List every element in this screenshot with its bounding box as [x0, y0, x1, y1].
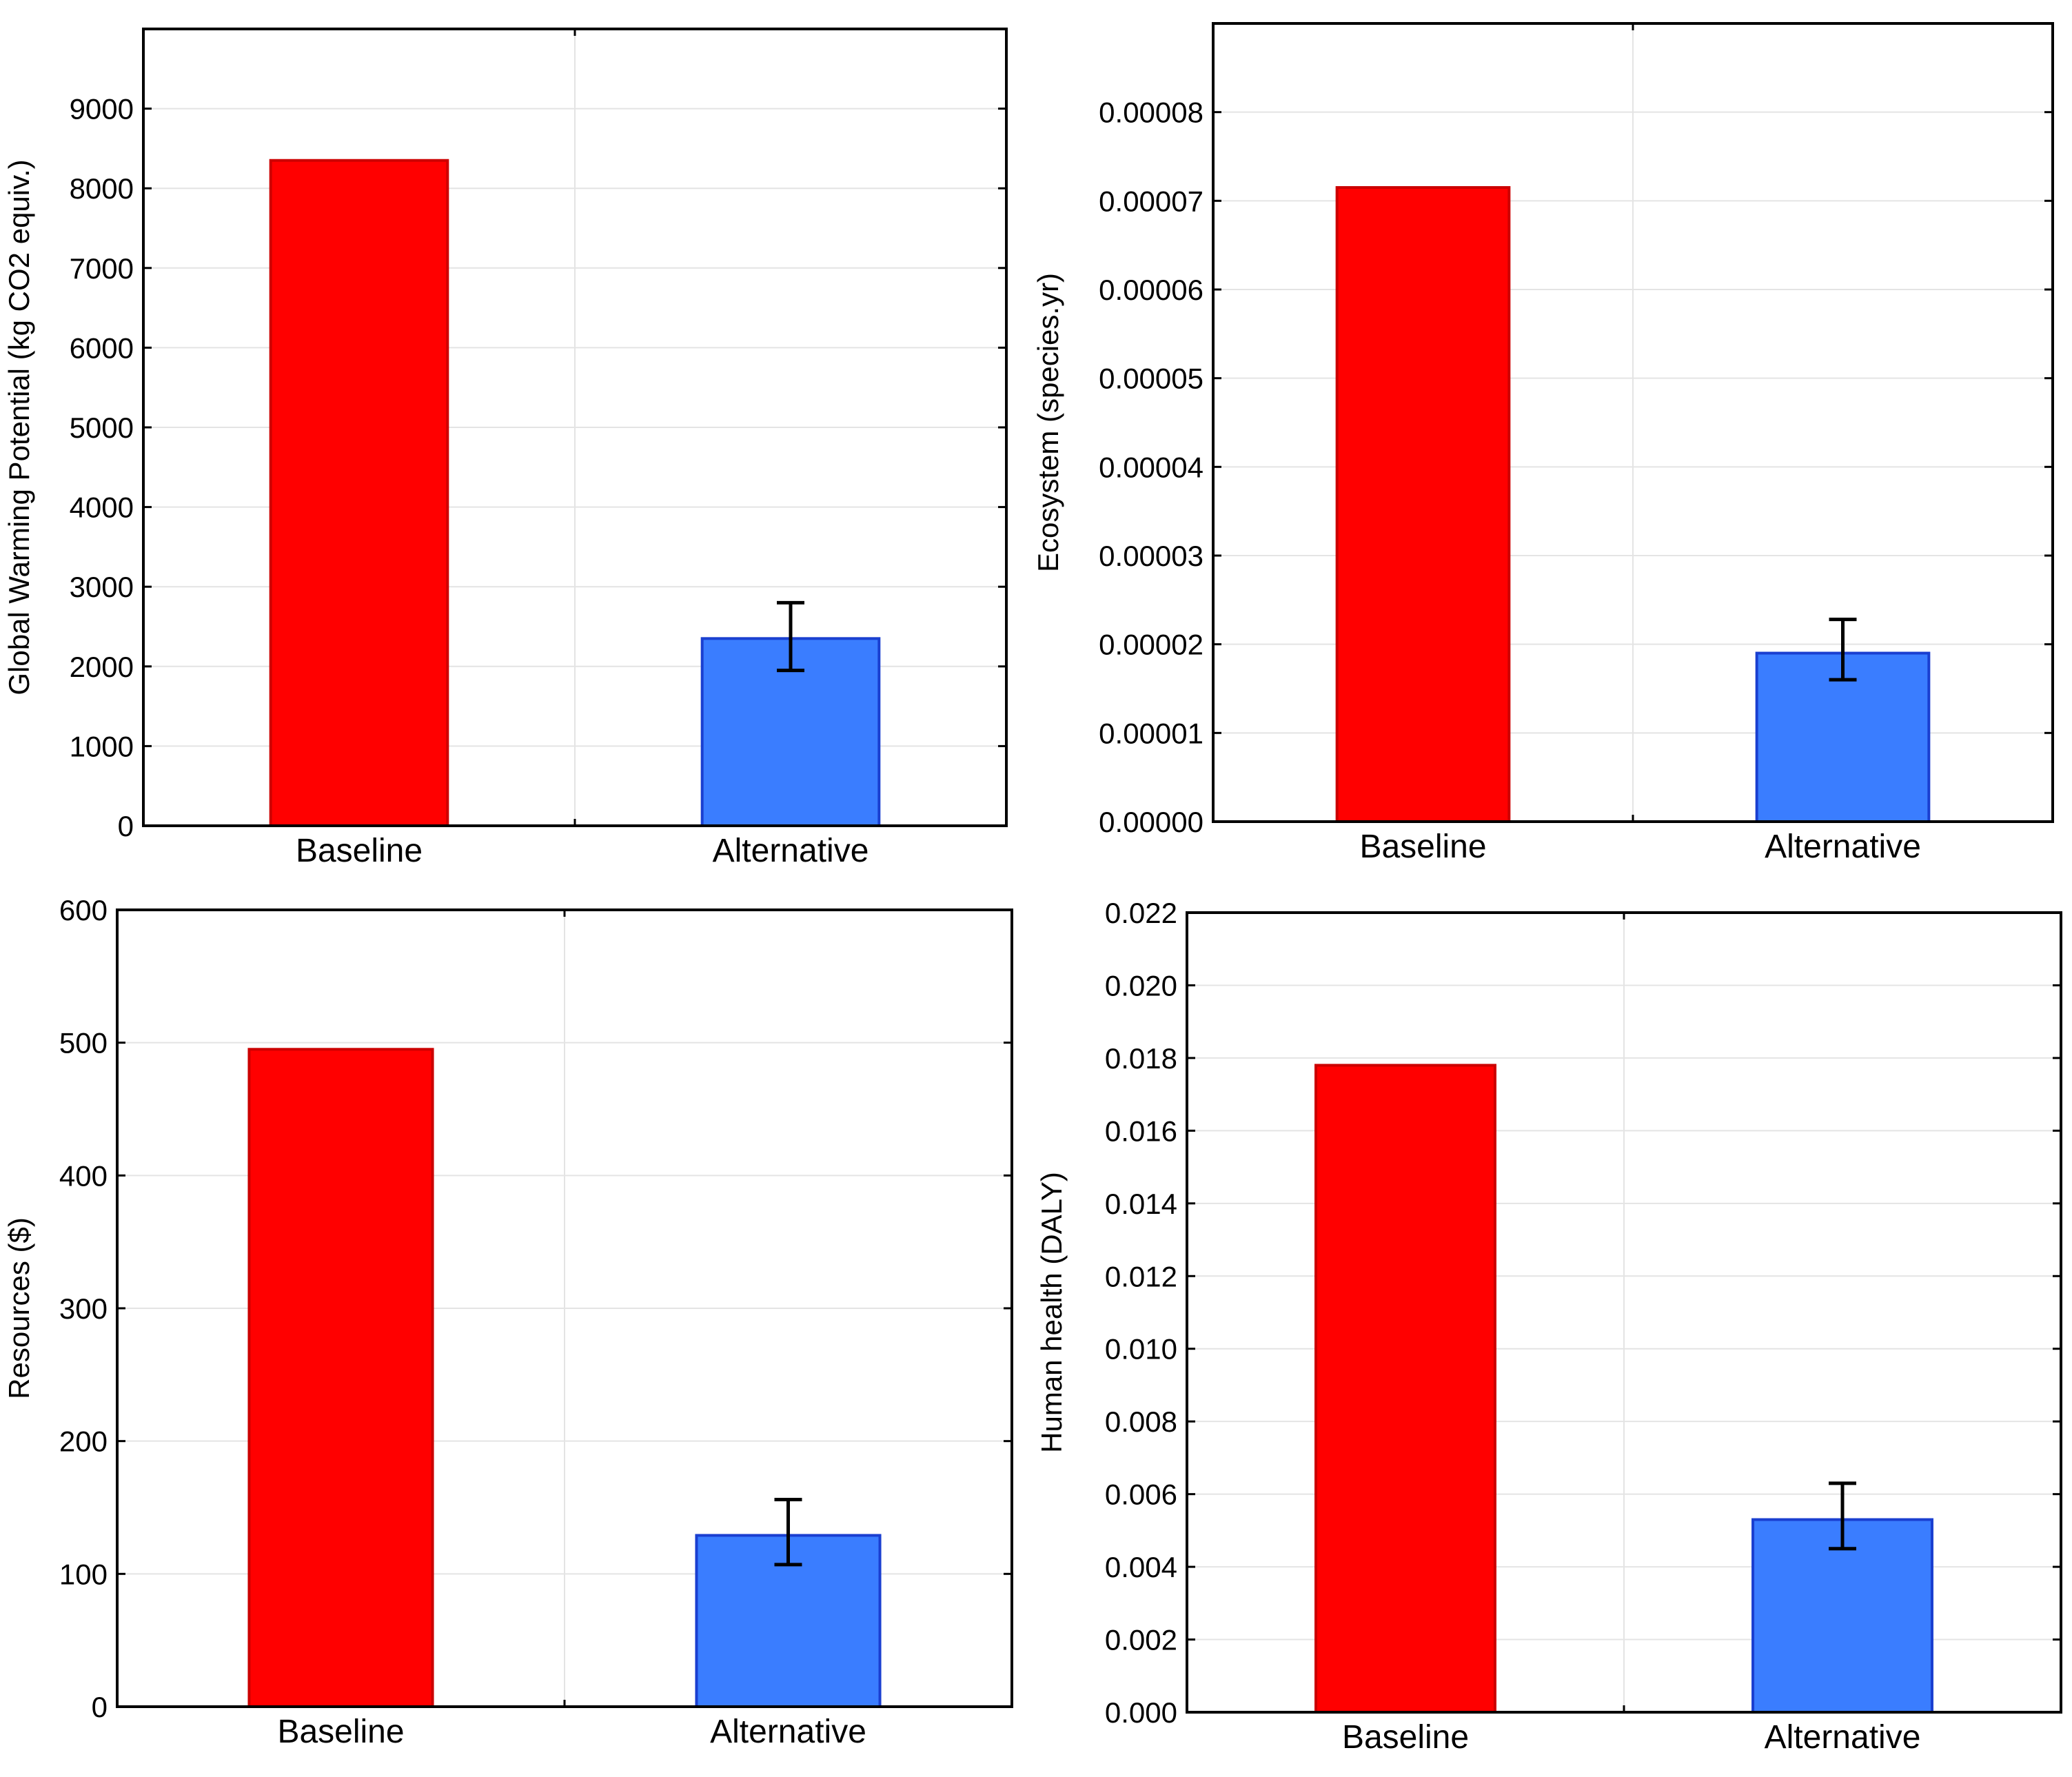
y-tick-label: 0.006: [1105, 1479, 1177, 1511]
y-tick-label: 100: [59, 1558, 108, 1590]
x-category-label: Alternative: [1765, 829, 1921, 865]
y-tick-label: 0: [118, 810, 134, 842]
y-tick-label: 0.004: [1105, 1551, 1177, 1583]
y-tick-label: 200: [59, 1425, 108, 1458]
y-tick-label: 9000: [70, 93, 134, 125]
y-tick-label: 6000: [70, 332, 134, 364]
y-tick-label: 0.00003: [1099, 540, 1203, 572]
chart-panel-global-warming: 0 1000 2000 3000 4000 5000 6000 7000 8000 9000 Bas…: [3, 28, 1008, 869]
error-bar-alternative: [1829, 1481, 1856, 1551]
x-category-label: Alternative: [710, 1714, 866, 1750]
y-tick-label: 0.016: [1105, 1115, 1177, 1147]
y-tick-label: 0.010: [1105, 1333, 1177, 1365]
y-tick-label: 0.022: [1105, 897, 1177, 929]
error-bar-alternative: [774, 1497, 802, 1567]
chart-panel-resources: 0 100 200 300 400 500 600 Baseline Alternative Re…: [3, 894, 1013, 1750]
y-tick-label: 300: [59, 1292, 108, 1325]
bar-baseline: [247, 1048, 434, 1709]
y-axis-label: Human health (DALY): [1035, 1172, 1068, 1453]
plot-frame: [142, 28, 1008, 827]
plot-frame: [1212, 22, 2054, 823]
y-tick-label: 0.00005: [1099, 363, 1203, 395]
y-axis-label: Ecosystem (species.yr): [1032, 273, 1064, 572]
y-tick-label: 0.00006: [1099, 274, 1203, 306]
x-category-label: Baseline: [277, 1714, 404, 1750]
bar-baseline: [1314, 1064, 1496, 1714]
y-tick-label: 400: [59, 1159, 108, 1192]
y-tick-label: 0.00002: [1099, 629, 1203, 661]
y-tick-label: 0.00000: [1099, 806, 1203, 838]
bar-alternative: [1751, 1518, 1933, 1714]
y-tick-label: 5000: [70, 412, 134, 444]
y-tick-label: 0: [92, 1691, 108, 1723]
y-tick-label: 0.012: [1105, 1260, 1177, 1292]
x-category-label: Alternative: [713, 833, 869, 869]
x-category-label: Alternative: [1765, 1719, 1921, 1756]
y-tick-label: 0.002: [1105, 1624, 1177, 1656]
plot-frame: [116, 908, 1013, 1708]
y-tick-label: 4000: [70, 491, 134, 524]
y-axis-label: Resources ($): [3, 1217, 35, 1399]
y-tick-label: 0.00007: [1099, 185, 1203, 217]
y-tick-label: 0.00004: [1099, 451, 1203, 483]
x-category-label: Baseline: [1342, 1719, 1469, 1756]
y-tick-label: 7000: [70, 252, 134, 285]
y-tick-label: 0.018: [1105, 1042, 1177, 1075]
error-bar-alternative: [1829, 618, 1857, 682]
y-tick-label: 0.014: [1105, 1188, 1177, 1220]
chart-panel-human-health: 0.000 0.002 0.004 0.006 0.008 0.010 0.012 0.014…: [1035, 897, 2062, 1756]
error-bar-alternative: [777, 600, 804, 673]
y-axis-label: Global Warming Potential (kg CO2 equiv.): [3, 159, 35, 695]
bar-baseline: [1335, 186, 1511, 823]
chart-panel-ecosystem: 0.00000 0.00001 0.00002 0.00003 0.00004 0.000…: [1032, 22, 2054, 865]
y-tick-label: 0.00001: [1099, 717, 1203, 749]
y-tick-label: 0.020: [1105, 969, 1177, 1002]
bar-baseline: [269, 159, 449, 828]
y-tick-label: 3000: [70, 571, 134, 603]
y-tick-label: 8000: [70, 172, 134, 205]
y-tick-label: 2000: [70, 651, 134, 683]
y-tick-label: 500: [59, 1027, 108, 1059]
plot-frame: [1186, 911, 2062, 1714]
y-tick-label: 0.00008: [1099, 97, 1203, 129]
y-tick-label: 0.008: [1105, 1405, 1177, 1438]
y-tick-label: 600: [59, 894, 108, 926]
x-category-label: Baseline: [296, 833, 423, 869]
x-category-label: Baseline: [1359, 829, 1486, 865]
y-tick-label: 0.000: [1105, 1696, 1177, 1729]
y-tick-label: 1000: [70, 730, 134, 762]
